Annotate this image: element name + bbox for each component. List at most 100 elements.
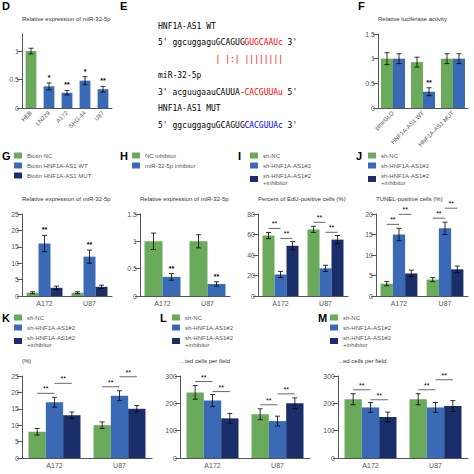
svg-text:**: ** <box>64 81 70 88</box>
svg-text:**: ** <box>169 265 175 272</box>
svg-text:HNF1A-AS1 MUT: HNF1A-AS1 MUT <box>158 104 221 113</box>
svg-text:LN229: LN229 <box>34 109 51 126</box>
svg-text:sh-NC: sh-NC <box>185 315 203 321</box>
svg-text:A172: A172 <box>154 300 170 307</box>
svg-text:3' acguugaauCAUUA-: 3' acguugaauCAUUA- <box>158 88 245 97</box>
svg-text:Percent of EdU-positive cells: Percent of EdU-positive cells (%) <box>258 196 346 202</box>
svg-text:**: ** <box>214 273 220 280</box>
svg-text:0: 0 <box>15 105 19 112</box>
svg-text:60: 60 <box>247 231 255 238</box>
svg-text:HEB: HEB <box>20 110 33 123</box>
svg-text:sh-NC: sh-NC <box>27 315 45 321</box>
svg-text:(%): (%) <box>22 358 31 364</box>
svg-text:Biotin NC: Biotin NC <box>27 153 53 159</box>
svg-text:U87: U87 <box>271 462 284 469</box>
svg-text:200: 200 <box>165 400 177 407</box>
svg-text:80: 80 <box>247 211 255 218</box>
svg-text:sh-HNF1A-AS1#2: sh-HNF1A-AS1#2 <box>263 173 312 179</box>
svg-text:A172: A172 <box>272 300 288 307</box>
svg-text:**: ** <box>43 385 49 392</box>
svg-text:A172: A172 <box>391 300 407 307</box>
svg-text:+inhibitor: +inhibitor <box>381 180 406 186</box>
svg-text:U87: U87 <box>201 300 214 307</box>
svg-text:sh-NC: sh-NC <box>381 153 399 159</box>
svg-text:300: 300 <box>323 373 335 380</box>
svg-text:5' ggcuggaguGCAGUG: 5' ggcuggaguGCAGUG <box>158 121 245 130</box>
svg-text:3': 3' <box>283 121 297 130</box>
svg-text:1: 1 <box>133 238 137 245</box>
svg-text:U87: U87 <box>429 462 442 469</box>
svg-text:**: ** <box>426 79 432 86</box>
svg-text:**: ** <box>283 386 289 393</box>
svg-text:F: F <box>358 0 365 12</box>
svg-text:A172: A172 <box>55 109 70 124</box>
svg-text:*: * <box>48 74 51 81</box>
svg-text:H: H <box>120 150 128 162</box>
svg-text:10: 10 <box>11 422 19 429</box>
svg-text:TUNEL-positive cells (%): TUNEL-positive cells (%) <box>376 196 443 202</box>
svg-text:U87: U87 <box>93 109 105 121</box>
svg-text:Relative expression of miR-32-: Relative expression of miR-32-5p <box>140 196 229 202</box>
svg-text:A172: A172 <box>204 462 220 469</box>
svg-text:**: ** <box>359 382 365 389</box>
svg-text:Biotin HNF1A-AS1 WT: Biotin HNF1A-AS1 WT <box>27 163 88 169</box>
svg-text:Relative expression of miR-32-: Relative expression of miR-32-5p <box>22 196 111 202</box>
svg-text:A172: A172 <box>36 300 52 307</box>
svg-text:*: * <box>84 68 87 75</box>
svg-text:sh-NC: sh-NC <box>343 315 361 321</box>
svg-text:G: G <box>2 150 11 162</box>
svg-text:20: 20 <box>11 389 19 396</box>
svg-text:300: 300 <box>165 373 177 380</box>
svg-text:Relative expression of miR-32-: Relative expression of miR-32-5p <box>22 16 111 22</box>
svg-text:E: E <box>120 0 127 12</box>
svg-text:**: ** <box>284 230 290 237</box>
svg-text:0.5: 0.5 <box>127 265 137 272</box>
svg-text:K: K <box>2 312 10 324</box>
svg-text:1.5: 1.5 <box>127 211 137 218</box>
svg-text:200: 200 <box>323 400 335 407</box>
svg-text:**: ** <box>218 384 224 391</box>
svg-text:15: 15 <box>11 405 19 412</box>
svg-text:40: 40 <box>247 252 255 259</box>
svg-text:**: ** <box>100 77 106 84</box>
svg-text:1.5: 1.5 <box>365 31 375 38</box>
svg-text:**: ** <box>272 220 278 227</box>
svg-text:**: ** <box>390 216 396 223</box>
svg-text:**: ** <box>87 241 93 248</box>
svg-text:U87: U87 <box>319 300 332 307</box>
svg-text:15: 15 <box>11 243 19 250</box>
svg-text:CACGUUAu: CACGUUAu <box>244 88 283 97</box>
svg-text:...ed cells per field: ...ed cells per field <box>338 358 386 364</box>
svg-text:Biotin HNF1A-AS1 MUT: Biotin HNF1A-AS1 MUT <box>27 173 92 179</box>
svg-text:sh-HNF1A-AS1#2: sh-HNF1A-AS1#2 <box>381 163 430 169</box>
svg-text:3': 3' <box>283 38 297 47</box>
svg-text:0.5: 0.5 <box>9 76 19 83</box>
svg-text:U87: U87 <box>83 300 96 307</box>
svg-text:0: 0 <box>369 293 373 300</box>
svg-text:**: ** <box>108 379 114 386</box>
svg-text:**: ** <box>60 375 66 382</box>
svg-text:0: 0 <box>173 455 177 462</box>
svg-text:miR-32-5p: miR-32-5p <box>158 71 202 80</box>
svg-text:CACGUUAc: CACGUUAc <box>244 121 283 130</box>
svg-text:0: 0 <box>133 293 137 300</box>
svg-text:I: I <box>238 150 241 162</box>
svg-text:1: 1 <box>15 48 19 55</box>
svg-text:NC inhibitor: NC inhibitor <box>145 153 176 159</box>
svg-text:sh-NC: sh-NC <box>263 153 281 159</box>
svg-text:0: 0 <box>15 455 19 462</box>
svg-text:0: 0 <box>371 105 375 112</box>
svg-text:GUGCAAUc: GUGCAAUc <box>244 38 283 47</box>
svg-text:20: 20 <box>11 227 19 234</box>
svg-text:5: 5 <box>15 276 19 283</box>
svg-text:U87: U87 <box>439 300 452 307</box>
svg-text:5: 5 <box>15 438 19 445</box>
svg-text:+inhibitor: +inhibitor <box>343 342 368 348</box>
svg-text:20: 20 <box>247 272 255 279</box>
svg-text:sh-HNF1A-AS1#2: sh-HNF1A-AS1#2 <box>185 335 234 341</box>
svg-text:Relative luciferase activity: Relative luciferase activity <box>378 16 447 22</box>
svg-text:100: 100 <box>323 427 335 434</box>
svg-text:+inhibitor: +inhibitor <box>27 342 52 348</box>
svg-text:10: 10 <box>11 260 19 267</box>
svg-text:sh-HNF1A-AS1#2: sh-HNF1A-AS1#2 <box>185 325 234 331</box>
